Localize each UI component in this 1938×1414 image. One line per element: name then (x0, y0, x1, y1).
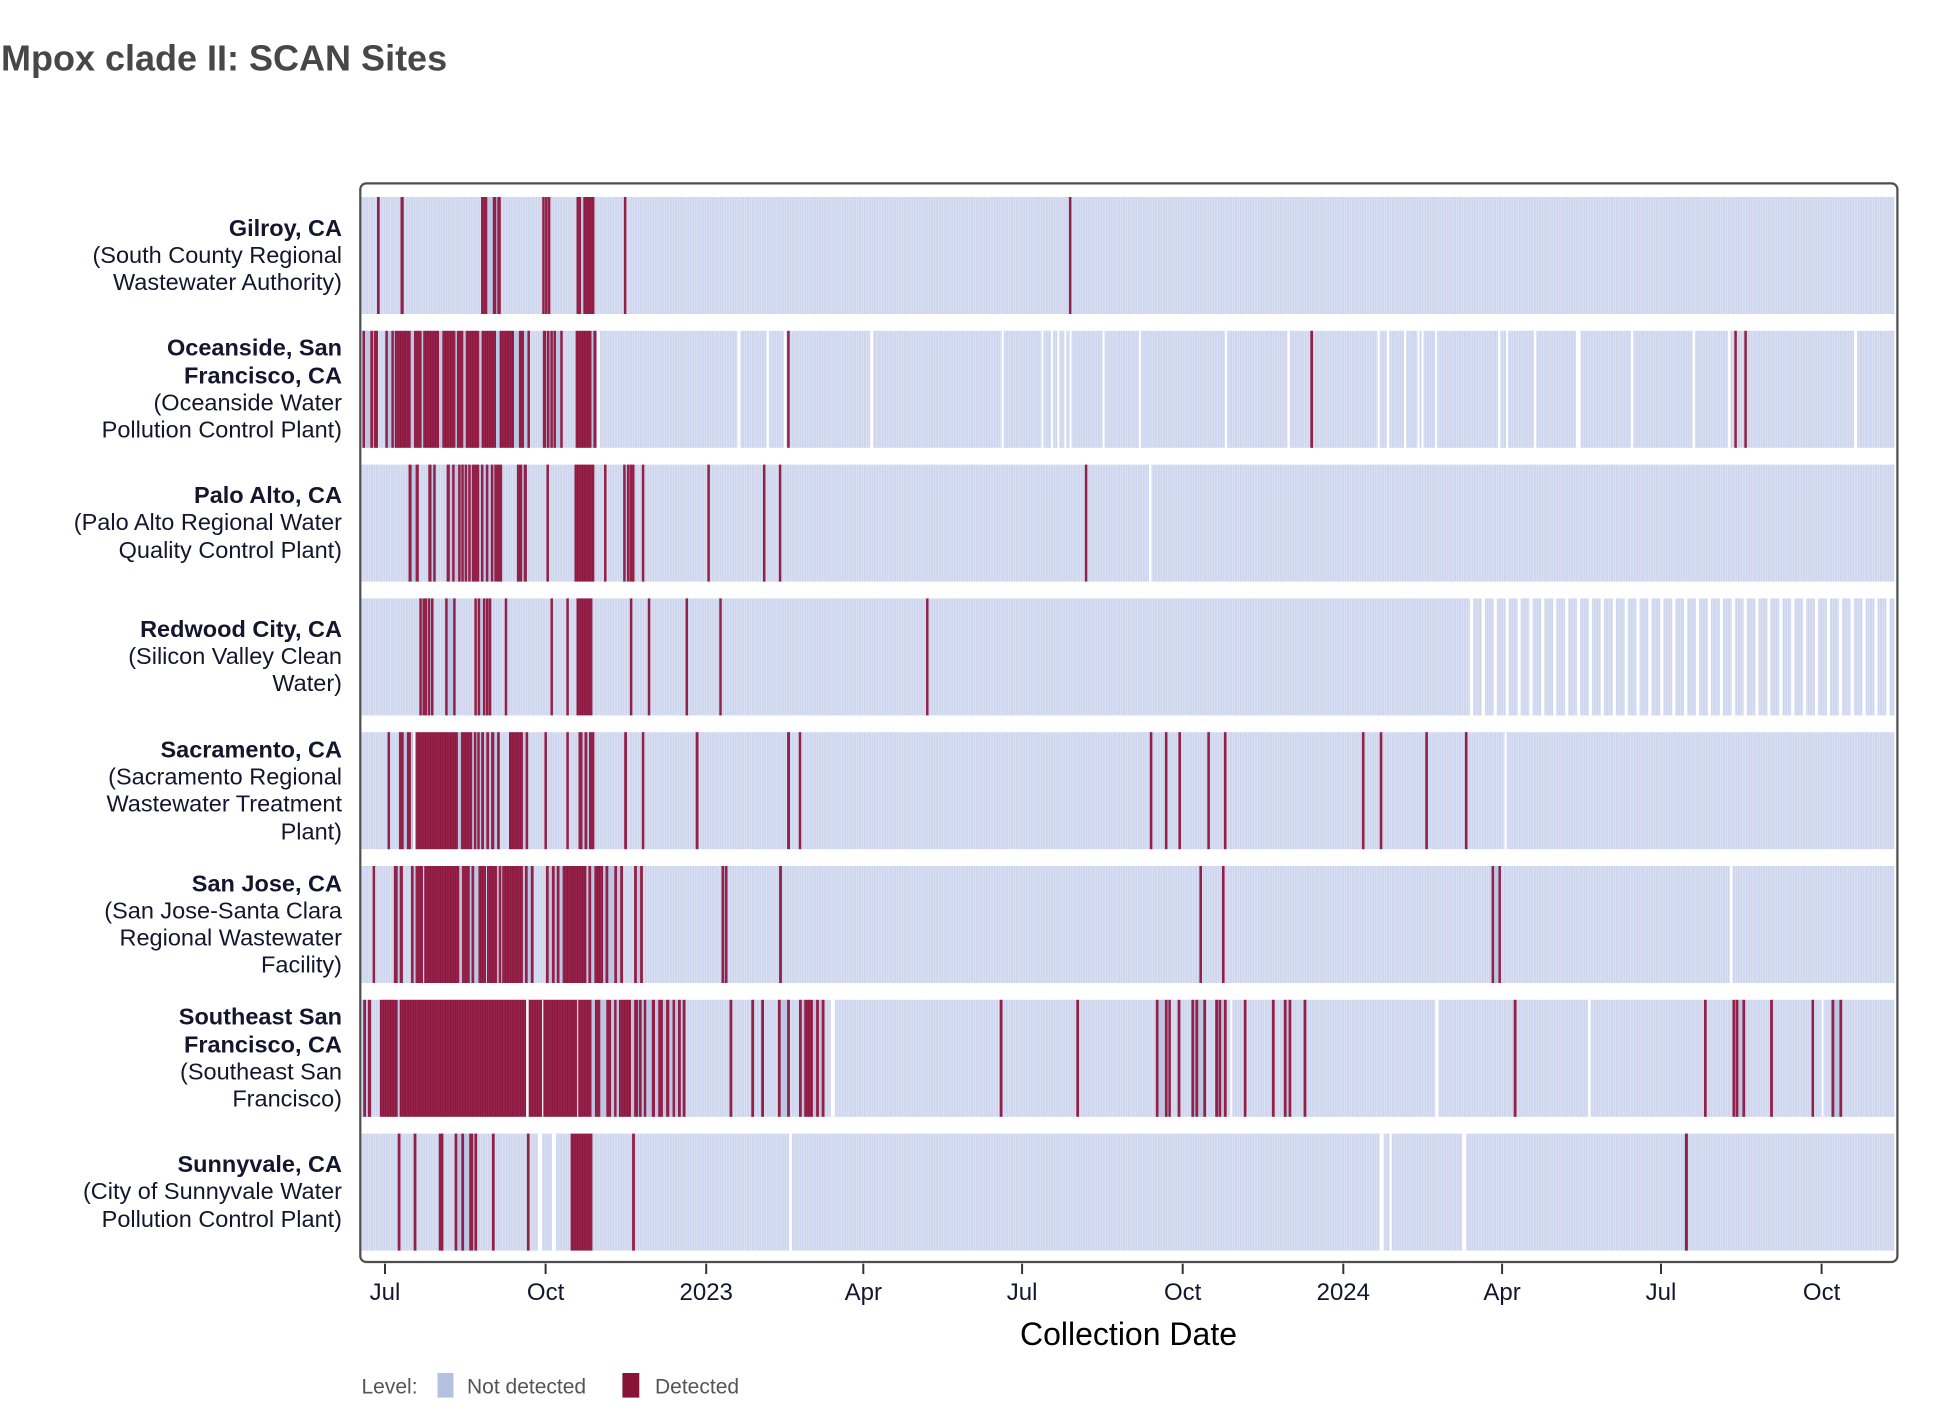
svg-text:Jul: Jul (370, 1279, 401, 1306)
svg-text:Oct: Oct (1803, 1279, 1841, 1306)
svg-text:Collection Date: Collection Date (1020, 1316, 1237, 1352)
svg-text:Jul: Jul (1646, 1279, 1677, 1306)
svg-text:Apr: Apr (845, 1279, 882, 1306)
svg-text:2023: 2023 (680, 1279, 733, 1306)
svg-text:Oct: Oct (1164, 1279, 1202, 1306)
svg-text:Apr: Apr (1483, 1279, 1520, 1306)
svg-text:Detected: Detected (655, 1376, 739, 1399)
svg-text:Mpox clade II: SCAN Sites: Mpox clade II: SCAN Sites (1, 38, 447, 79)
svg-text:Jul: Jul (1007, 1279, 1038, 1306)
svg-text:2024: 2024 (1317, 1279, 1370, 1306)
svg-text:Level:: Level: (362, 1376, 418, 1399)
svg-text:Not detected: Not detected (467, 1376, 586, 1399)
svg-text:Oct: Oct (527, 1279, 565, 1306)
